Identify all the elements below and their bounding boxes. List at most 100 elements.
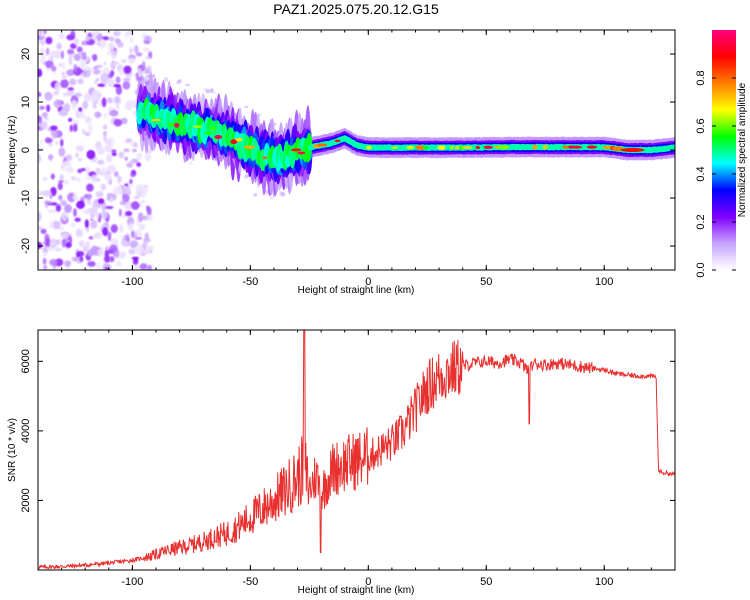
heatmap-noise-blob <box>45 238 51 247</box>
heatmap-noise-blob <box>81 128 86 135</box>
heatmap-noise-blob <box>40 139 44 144</box>
heatmap-noise-blob <box>45 60 54 69</box>
heatmap-noise-blob <box>46 104 51 112</box>
heatmap-noise-blob <box>138 212 144 222</box>
heatmap-noise-blob <box>85 35 91 42</box>
colorbar-tick-label: 0.0 <box>695 262 707 277</box>
heatmap-noise-blob <box>95 263 101 270</box>
heatmap-noise-blob <box>58 62 63 68</box>
heatmap-noise-blob <box>103 36 110 41</box>
heatmap-noise-blob <box>114 96 121 103</box>
heatmap-noise-blob <box>49 259 58 266</box>
heatmap-peak <box>602 145 613 150</box>
heatmap-peak <box>562 145 570 149</box>
heatmap-noise-blob <box>42 190 52 197</box>
heatmap-noise-blob <box>102 227 108 236</box>
heatmap-noise-blob <box>76 200 85 209</box>
heatmap-noise-blob <box>113 118 123 127</box>
heatmap-noise-blob <box>136 52 143 57</box>
heatmap-noise-blob <box>58 33 66 40</box>
heatmap-noise-blob <box>65 242 72 248</box>
heatmap-noise-blob <box>40 40 46 45</box>
heatmap-noise-blob <box>106 153 113 163</box>
heatmap-noise-blob <box>69 222 77 228</box>
heatmap-noise-blob <box>90 219 98 229</box>
heatmap-peak <box>262 156 268 160</box>
snr-series-line <box>38 330 675 570</box>
heatmap-noise-blob <box>164 77 169 83</box>
heatmap-band-cell <box>671 144 675 151</box>
heatmap-noise-blob <box>120 117 128 125</box>
heatmap-noise-blob <box>57 182 63 191</box>
heatmap-peak <box>290 148 302 152</box>
heatmap-noise-blob <box>100 183 107 191</box>
heatmap-noise-blob <box>78 157 82 162</box>
heatmap-noise-blob <box>146 264 153 270</box>
heatmap-noise-blob <box>244 105 249 109</box>
heatmap-noise-blob <box>103 255 111 263</box>
spectrogram-x-tick-label: 100 <box>595 276 613 288</box>
snr-x-tick-label: 100 <box>595 576 613 588</box>
heatmap-noise-blob <box>93 232 102 240</box>
heatmap-peak <box>235 137 243 142</box>
spectrogram-y-axis-label: Frequency (Hz) <box>7 116 18 185</box>
heatmap-noise-blob <box>122 193 130 203</box>
heatmap-peak <box>192 125 203 129</box>
heatmap-noise-blob <box>139 263 148 270</box>
heatmap-noise-blob <box>94 111 102 118</box>
heatmap-noise-blob <box>119 251 127 259</box>
heatmap-noise-blob <box>48 50 58 55</box>
heatmap-noise-blob <box>105 205 114 210</box>
heatmap-peak <box>483 145 493 149</box>
heatmap-noise-blob <box>86 149 96 160</box>
colorbar-tick-label: 0.6 <box>695 118 707 133</box>
heatmap-noise-blob <box>129 47 134 55</box>
heatmap-noise-blob <box>92 53 98 62</box>
heatmap-noise-blob <box>104 138 112 145</box>
heatmap-noise-blob <box>59 174 64 181</box>
heatmap-noise-blob <box>147 148 152 154</box>
heatmap-peak <box>209 126 217 131</box>
heatmap-noise-blob <box>38 241 43 250</box>
heatmap-noise-blob <box>49 221 54 229</box>
heatmap-noise-blob <box>46 47 50 56</box>
heatmap-noise-blob <box>134 265 142 269</box>
heatmap-peak <box>620 148 645 152</box>
heatmap-noise-blob <box>39 48 45 52</box>
heatmap-noise-blob <box>83 92 92 102</box>
heatmap-noise-blob <box>72 123 78 132</box>
heatmap-noise-blob <box>143 40 150 44</box>
heatmap-noise-blob <box>124 104 131 109</box>
heatmap-noise-blob <box>91 90 100 100</box>
heatmap-peak <box>366 145 372 150</box>
heatmap-peak <box>203 131 213 135</box>
spectrogram-x-axis-label: Height of straight line (km) <box>298 285 415 296</box>
heatmap-noise-blob <box>40 228 47 234</box>
heatmap-noise-blob <box>138 185 145 193</box>
heatmap-noise-blob <box>123 77 132 82</box>
heatmap-noise-blob <box>130 173 135 178</box>
heatmap-noise-blob <box>132 148 137 153</box>
heatmap-noise-blob <box>48 154 53 162</box>
heatmap-noise-blob <box>60 79 69 89</box>
heatmap-noise-blob <box>100 72 109 83</box>
heatmap-noise-blob <box>112 83 121 88</box>
heatmap-noise-blob <box>73 64 77 72</box>
heatmap-peak <box>214 134 222 140</box>
heatmap-noise-blob <box>58 110 68 116</box>
heatmap-noise-blob <box>128 57 135 65</box>
heatmap-noise-blob <box>133 257 138 262</box>
heatmap-noise-blob <box>205 88 211 94</box>
heatmap-noise-blob <box>123 65 132 74</box>
heatmap-noise-blob <box>101 97 107 108</box>
colorbar-tick-label: 0.2 <box>695 214 707 229</box>
heatmap-noise-blob <box>77 51 82 55</box>
heatmap-noise-blob <box>124 201 133 210</box>
heatmap-noise-blob <box>44 200 52 205</box>
spectrogram-y-tick-label: -20 <box>20 238 32 254</box>
chart-title: PAZ1.2025.075.20.12.G15 <box>273 1 439 17</box>
heatmap-peak <box>391 146 399 149</box>
heatmap-noise-blob <box>76 46 83 53</box>
heatmap-noise-blob <box>104 143 113 153</box>
